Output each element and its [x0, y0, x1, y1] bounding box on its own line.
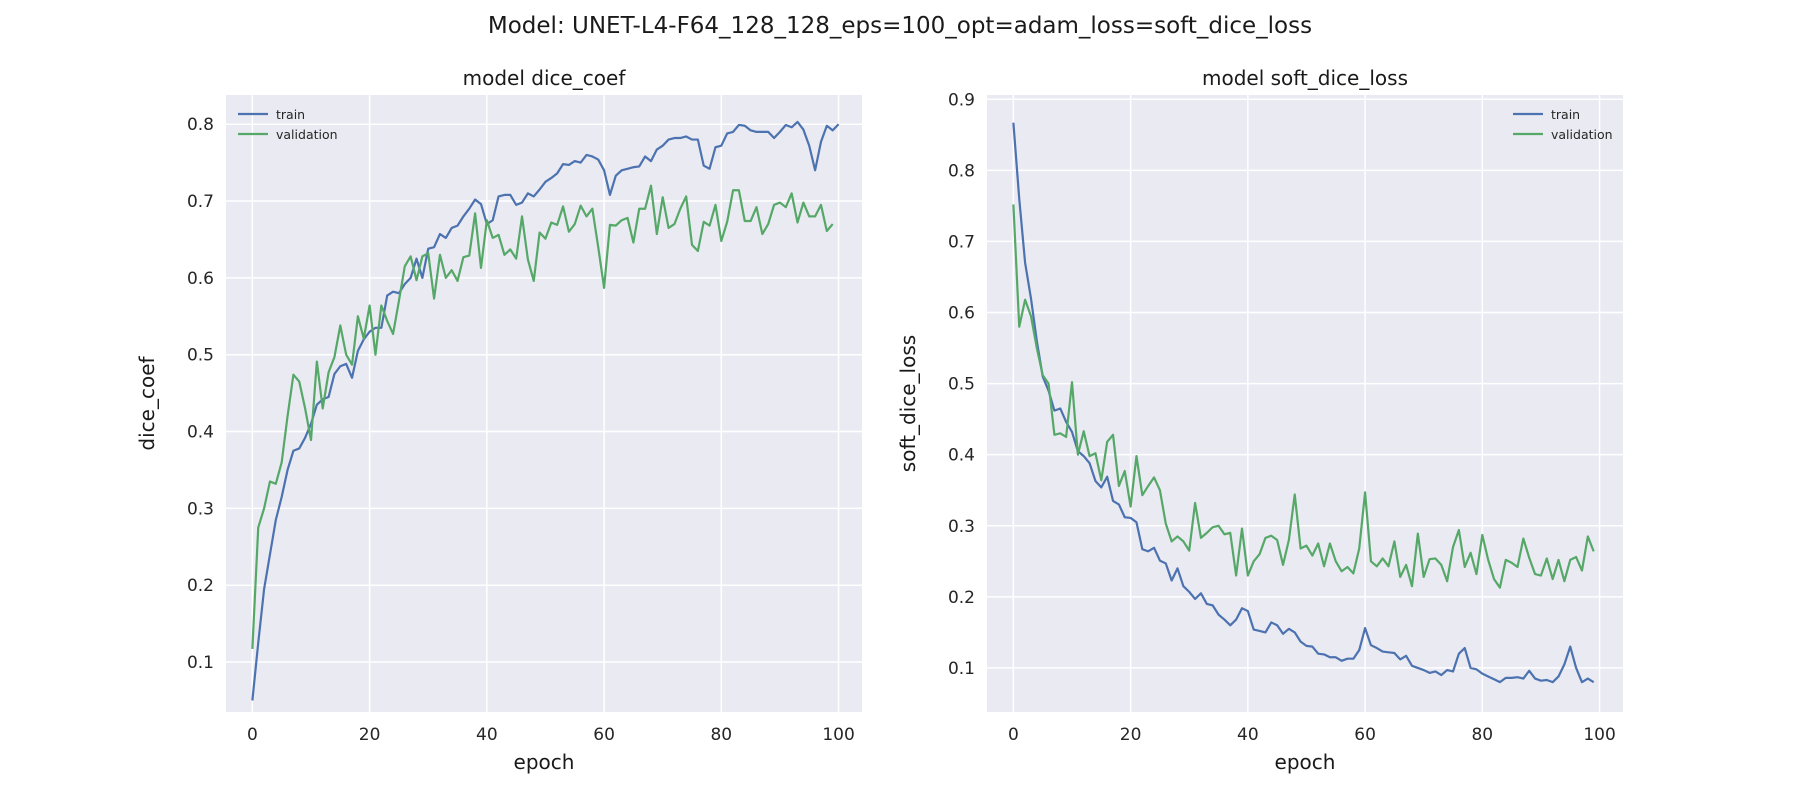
dice-coef-y-tick-label: 0.5	[187, 346, 214, 366]
soft-dice-loss-legend-train-label: train	[1551, 107, 1580, 122]
dice-coef-panel: 0 20 40 60 80 100 0.1 0.2 0.3 0.4 0.5 0.6 0.7 0.8 mode…	[135, 66, 862, 774]
dice-coef-x-tick-label: 60	[593, 725, 615, 745]
dice-coef-train-line	[251, 120, 840, 701]
soft-dice-loss-x-tick-label: 40	[1237, 725, 1259, 745]
dice-coef-y-tick-label: 0.4	[187, 423, 214, 443]
dice-coef-x-tick-label: 40	[476, 725, 498, 745]
dice-coef-y-tick-label: 0.6	[187, 269, 214, 289]
soft-dice-loss-x-tick-label: 0	[1008, 725, 1019, 745]
soft-dice-loss-y-tick-label: 0.8	[948, 161, 975, 181]
soft-dice-loss-x-tick-label: 100	[1583, 725, 1615, 745]
dice-coef-validation-line	[251, 184, 834, 650]
dice-coef-chart-title: model dice_coef	[463, 66, 627, 90]
dice-coef-y-tick-label: 0.8	[187, 115, 214, 135]
dice-coef-y-tick-label: 0.2	[187, 576, 214, 596]
soft-dice-loss-plot-area	[987, 95, 1623, 712]
soft-dice-loss-train-line	[1012, 122, 1595, 684]
dice-coef-x-tick-label: 80	[710, 725, 732, 745]
soft-dice-loss-y-tick-label: 0.3	[948, 517, 975, 537]
dice-coef-y-tick-label: 0.3	[187, 499, 214, 519]
soft-dice-loss-y-tick-label: 0.5	[948, 375, 975, 395]
soft-dice-loss-legend-validation-label: validation	[1551, 127, 1613, 142]
soft-dice-loss-y-tick-label: 0.6	[948, 304, 975, 324]
dice-coef-plot-area	[226, 95, 862, 712]
soft-dice-loss-y-tick-label: 0.1	[948, 659, 975, 679]
soft-dice-loss-x-axis-label: epoch	[1275, 750, 1336, 774]
dice-coef-x-tick-label: 0	[247, 725, 258, 745]
dice-coef-y-axis-label: dice_coef	[135, 355, 159, 450]
dice-coef-y-tick-label: 0.7	[187, 192, 214, 212]
dice-coef-x-tick-label: 20	[359, 725, 381, 745]
figure-title: Model: UNET-L4-F64_128_128_eps=100_opt=a…	[488, 13, 1312, 39]
dice-coef-x-axis-label: epoch	[514, 750, 575, 774]
soft-dice-loss-y-tick-label: 0.4	[948, 446, 975, 466]
soft-dice-loss-panel: 0 20 40 60 80 100 0.1 0.2 0.3 0.4 0.5 0.6 0.7 0.8 0.9 m…	[896, 66, 1623, 774]
soft-dice-loss-x-tick-label: 80	[1471, 725, 1493, 745]
dice-coef-x-tick-label: 100	[822, 725, 854, 745]
soft-dice-loss-chart-title: model soft_dice_loss	[1202, 66, 1408, 90]
soft-dice-loss-validation-line	[1012, 204, 1595, 589]
soft-dice-loss-y-tick-label: 0.7	[948, 232, 975, 252]
soft-dice-loss-y-axis-label: soft_dice_loss	[896, 335, 920, 472]
dice-coef-legend-train-label: train	[276, 107, 305, 122]
soft-dice-loss-x-tick-label: 20	[1120, 725, 1142, 745]
dice-coef-y-tick-label: 0.1	[187, 653, 214, 673]
dice-coef-legend-validation-label: validation	[276, 127, 338, 142]
soft-dice-loss-y-tick-label: 0.2	[948, 588, 975, 608]
soft-dice-loss-y-tick-label: 0.9	[948, 90, 975, 110]
soft-dice-loss-x-tick-label: 60	[1354, 725, 1376, 745]
